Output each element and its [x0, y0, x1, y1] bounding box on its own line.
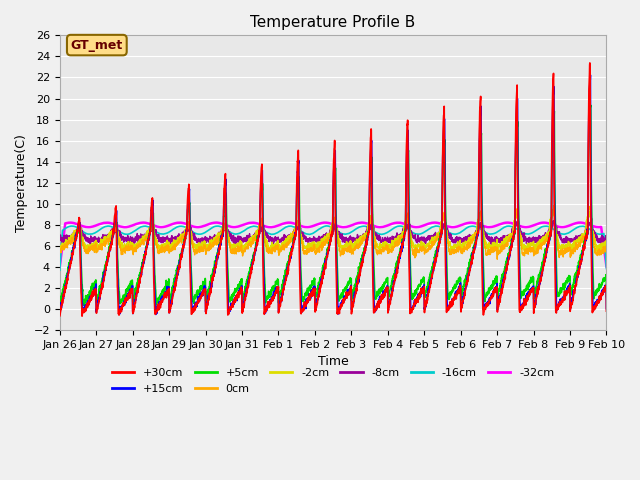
Legend: +30cm, +15cm, +5cm, 0cm, -2cm, -8cm, -16cm, -32cm: +30cm, +15cm, +5cm, 0cm, -2cm, -8cm, -16… [108, 364, 559, 398]
Y-axis label: Temperature(C): Temperature(C) [15, 134, 28, 232]
Title: Temperature Profile B: Temperature Profile B [250, 15, 416, 30]
X-axis label: Time: Time [317, 355, 349, 369]
Text: GT_met: GT_met [70, 38, 123, 52]
